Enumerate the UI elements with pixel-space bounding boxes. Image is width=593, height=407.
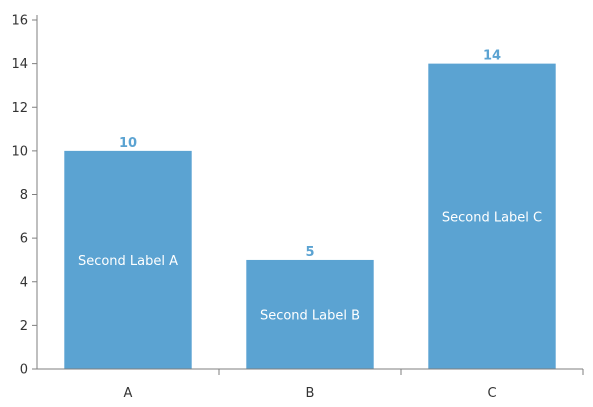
y-tick-label: 16 bbox=[11, 14, 28, 29]
x-tick-label: C bbox=[487, 386, 496, 401]
second-label: Second Label A bbox=[78, 254, 178, 269]
second-label: Second Label C bbox=[442, 210, 542, 225]
y-tick-label: 8 bbox=[20, 188, 28, 203]
data-labels: 10 Second Label A 5 Second Label B 14 Second … bbox=[78, 49, 542, 324]
y-tick-label: 12 bbox=[11, 101, 28, 116]
x-tick-label: A bbox=[124, 386, 133, 401]
bar-b bbox=[246, 259, 374, 369]
axes-layer bbox=[36, 15, 583, 370]
y-tick-label: 0 bbox=[20, 363, 28, 378]
y-tick-label: 14 bbox=[11, 57, 28, 72]
value-label: 10 bbox=[119, 136, 137, 151]
y-tick-label: 6 bbox=[20, 232, 28, 247]
bar-c bbox=[428, 63, 556, 369]
bars-layer bbox=[64, 63, 556, 369]
x-tick-label: B bbox=[306, 386, 315, 401]
y-tick-label: 10 bbox=[11, 144, 28, 159]
value-label: 14 bbox=[483, 49, 501, 64]
x-ticks: A B C bbox=[124, 369, 584, 401]
y-tick-label: 2 bbox=[20, 319, 28, 334]
bar-a bbox=[64, 150, 192, 369]
value-label: 5 bbox=[305, 245, 314, 260]
second-label: Second Label B bbox=[260, 308, 360, 323]
y-tick-label: 4 bbox=[20, 275, 28, 290]
y-ticks: 0 2 4 6 8 10 12 14 16 bbox=[11, 14, 37, 378]
